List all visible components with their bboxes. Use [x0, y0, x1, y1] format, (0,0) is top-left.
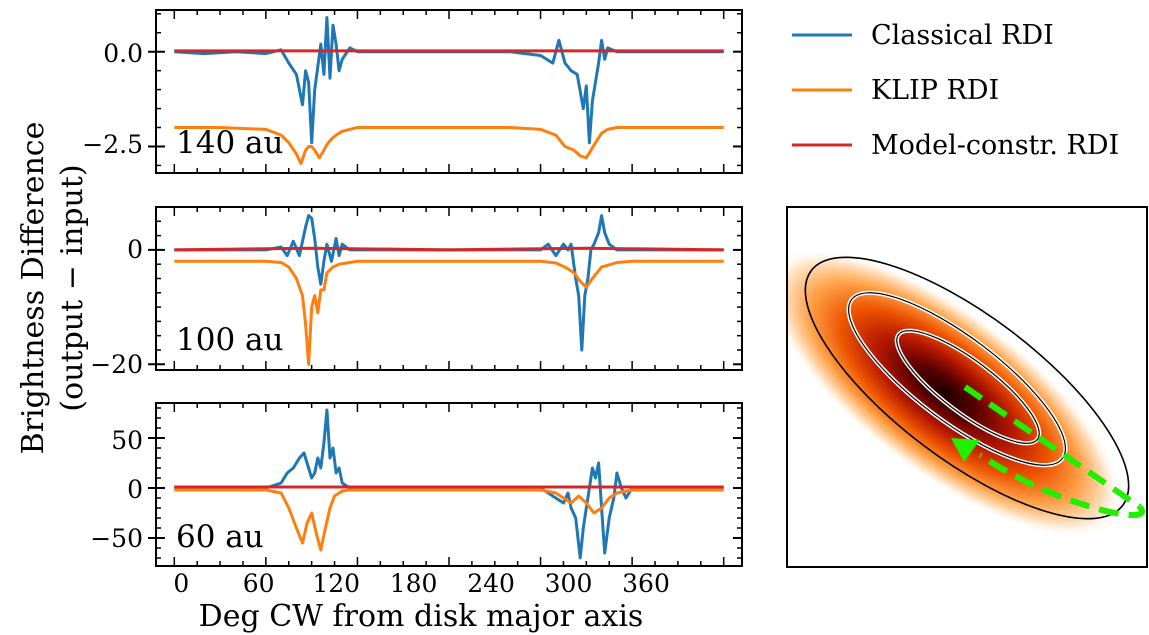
image-frame: [786, 206, 1148, 568]
y-axis-label-line2: (output − input): [55, 164, 90, 411]
xtick-label: 180: [390, 569, 438, 598]
panel-annotation: 140 au: [176, 125, 283, 161]
xtick-labels: 0 60 120 180 240 300 360: [173, 569, 670, 598]
xtick-label: 120: [312, 569, 360, 598]
ytick-label: −50: [90, 524, 143, 553]
panel-annotation: 100 au: [176, 322, 283, 358]
panel-140au: 0.0 −2.5 140 au: [82, 9, 743, 174]
panel-ticks: [148, 206, 742, 370]
ytick-label: −20: [90, 350, 143, 379]
series-line-classical-rdi: [174, 16, 724, 145]
panel-lines: [174, 16, 724, 165]
panel-ticks: [148, 403, 742, 566]
panel-lines: [174, 408, 724, 560]
xtick-label: 60: [243, 569, 275, 598]
ytick-label: 50: [111, 426, 143, 455]
y-axis-label-line1: Brightness Difference: [16, 122, 51, 455]
panel-100au: 0 −20 100 au: [90, 206, 743, 379]
arrow-head-icon: [951, 438, 980, 462]
series-line-klip-rdi: [174, 488, 724, 552]
legend-label-klip: KLIP RDI: [871, 75, 999, 106]
series-line-klip-rdi: [174, 126, 724, 165]
panel-lines: [174, 214, 724, 366]
legend-label-classical: Classical RDI: [871, 20, 1054, 51]
xtick-label: 0: [173, 569, 189, 598]
major-axis-dashed-line: [963, 384, 1142, 510]
ytick-label: −2.5: [82, 130, 143, 159]
xtick-label: 360: [622, 569, 670, 598]
xtick-label: 240: [467, 569, 515, 598]
panel-ticks: [148, 10, 742, 173]
legend: Classical RDI KLIP RDI Model-constr. RDI: [792, 20, 1119, 161]
xtick-label: 300: [545, 569, 593, 598]
x-axis-label: Deg CW from disk major axis: [199, 599, 644, 634]
panel-annotation: 60 au: [176, 519, 264, 555]
series-line-model-constr-rdi: [174, 246, 724, 252]
ytick-label: 0.0: [103, 39, 143, 68]
legend-label-model: Model-constr. RDI: [871, 130, 1119, 161]
disk-image-panel: [786, 206, 1148, 568]
ytick-label: 0: [127, 235, 143, 264]
direction-arc: [978, 452, 1145, 519]
ytick-label: 0: [127, 475, 143, 504]
panel-60au: 50 0 −50 60 au: [90, 402, 743, 567]
disk-outer-contour: [804, 256, 1130, 520]
series-line-klip-rdi: [174, 259, 724, 366]
